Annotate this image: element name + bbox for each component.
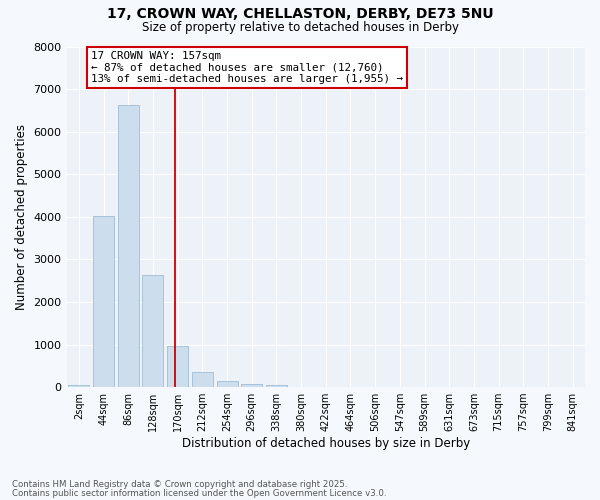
Bar <box>93 216 114 387</box>
Text: 17, CROWN WAY, CHELLASTON, DERBY, DE73 5NU: 17, CROWN WAY, CHELLASTON, DERBY, DE73 5… <box>107 8 493 22</box>
Bar <box>167 346 188 387</box>
Bar <box>266 385 287 387</box>
X-axis label: Distribution of detached houses by size in Derby: Distribution of detached houses by size … <box>182 437 470 450</box>
Bar <box>142 274 163 387</box>
Bar <box>118 106 139 387</box>
Text: Size of property relative to detached houses in Derby: Size of property relative to detached ho… <box>142 21 458 34</box>
Text: 17 CROWN WAY: 157sqm
← 87% of detached houses are smaller (12,760)
13% of semi-d: 17 CROWN WAY: 157sqm ← 87% of detached h… <box>91 51 403 84</box>
Bar <box>192 372 213 387</box>
Bar <box>217 381 238 387</box>
Y-axis label: Number of detached properties: Number of detached properties <box>15 124 28 310</box>
Text: Contains public sector information licensed under the Open Government Licence v3: Contains public sector information licen… <box>12 490 386 498</box>
Bar <box>68 384 89 387</box>
Bar <box>241 384 262 387</box>
Text: Contains HM Land Registry data © Crown copyright and database right 2025.: Contains HM Land Registry data © Crown c… <box>12 480 347 489</box>
